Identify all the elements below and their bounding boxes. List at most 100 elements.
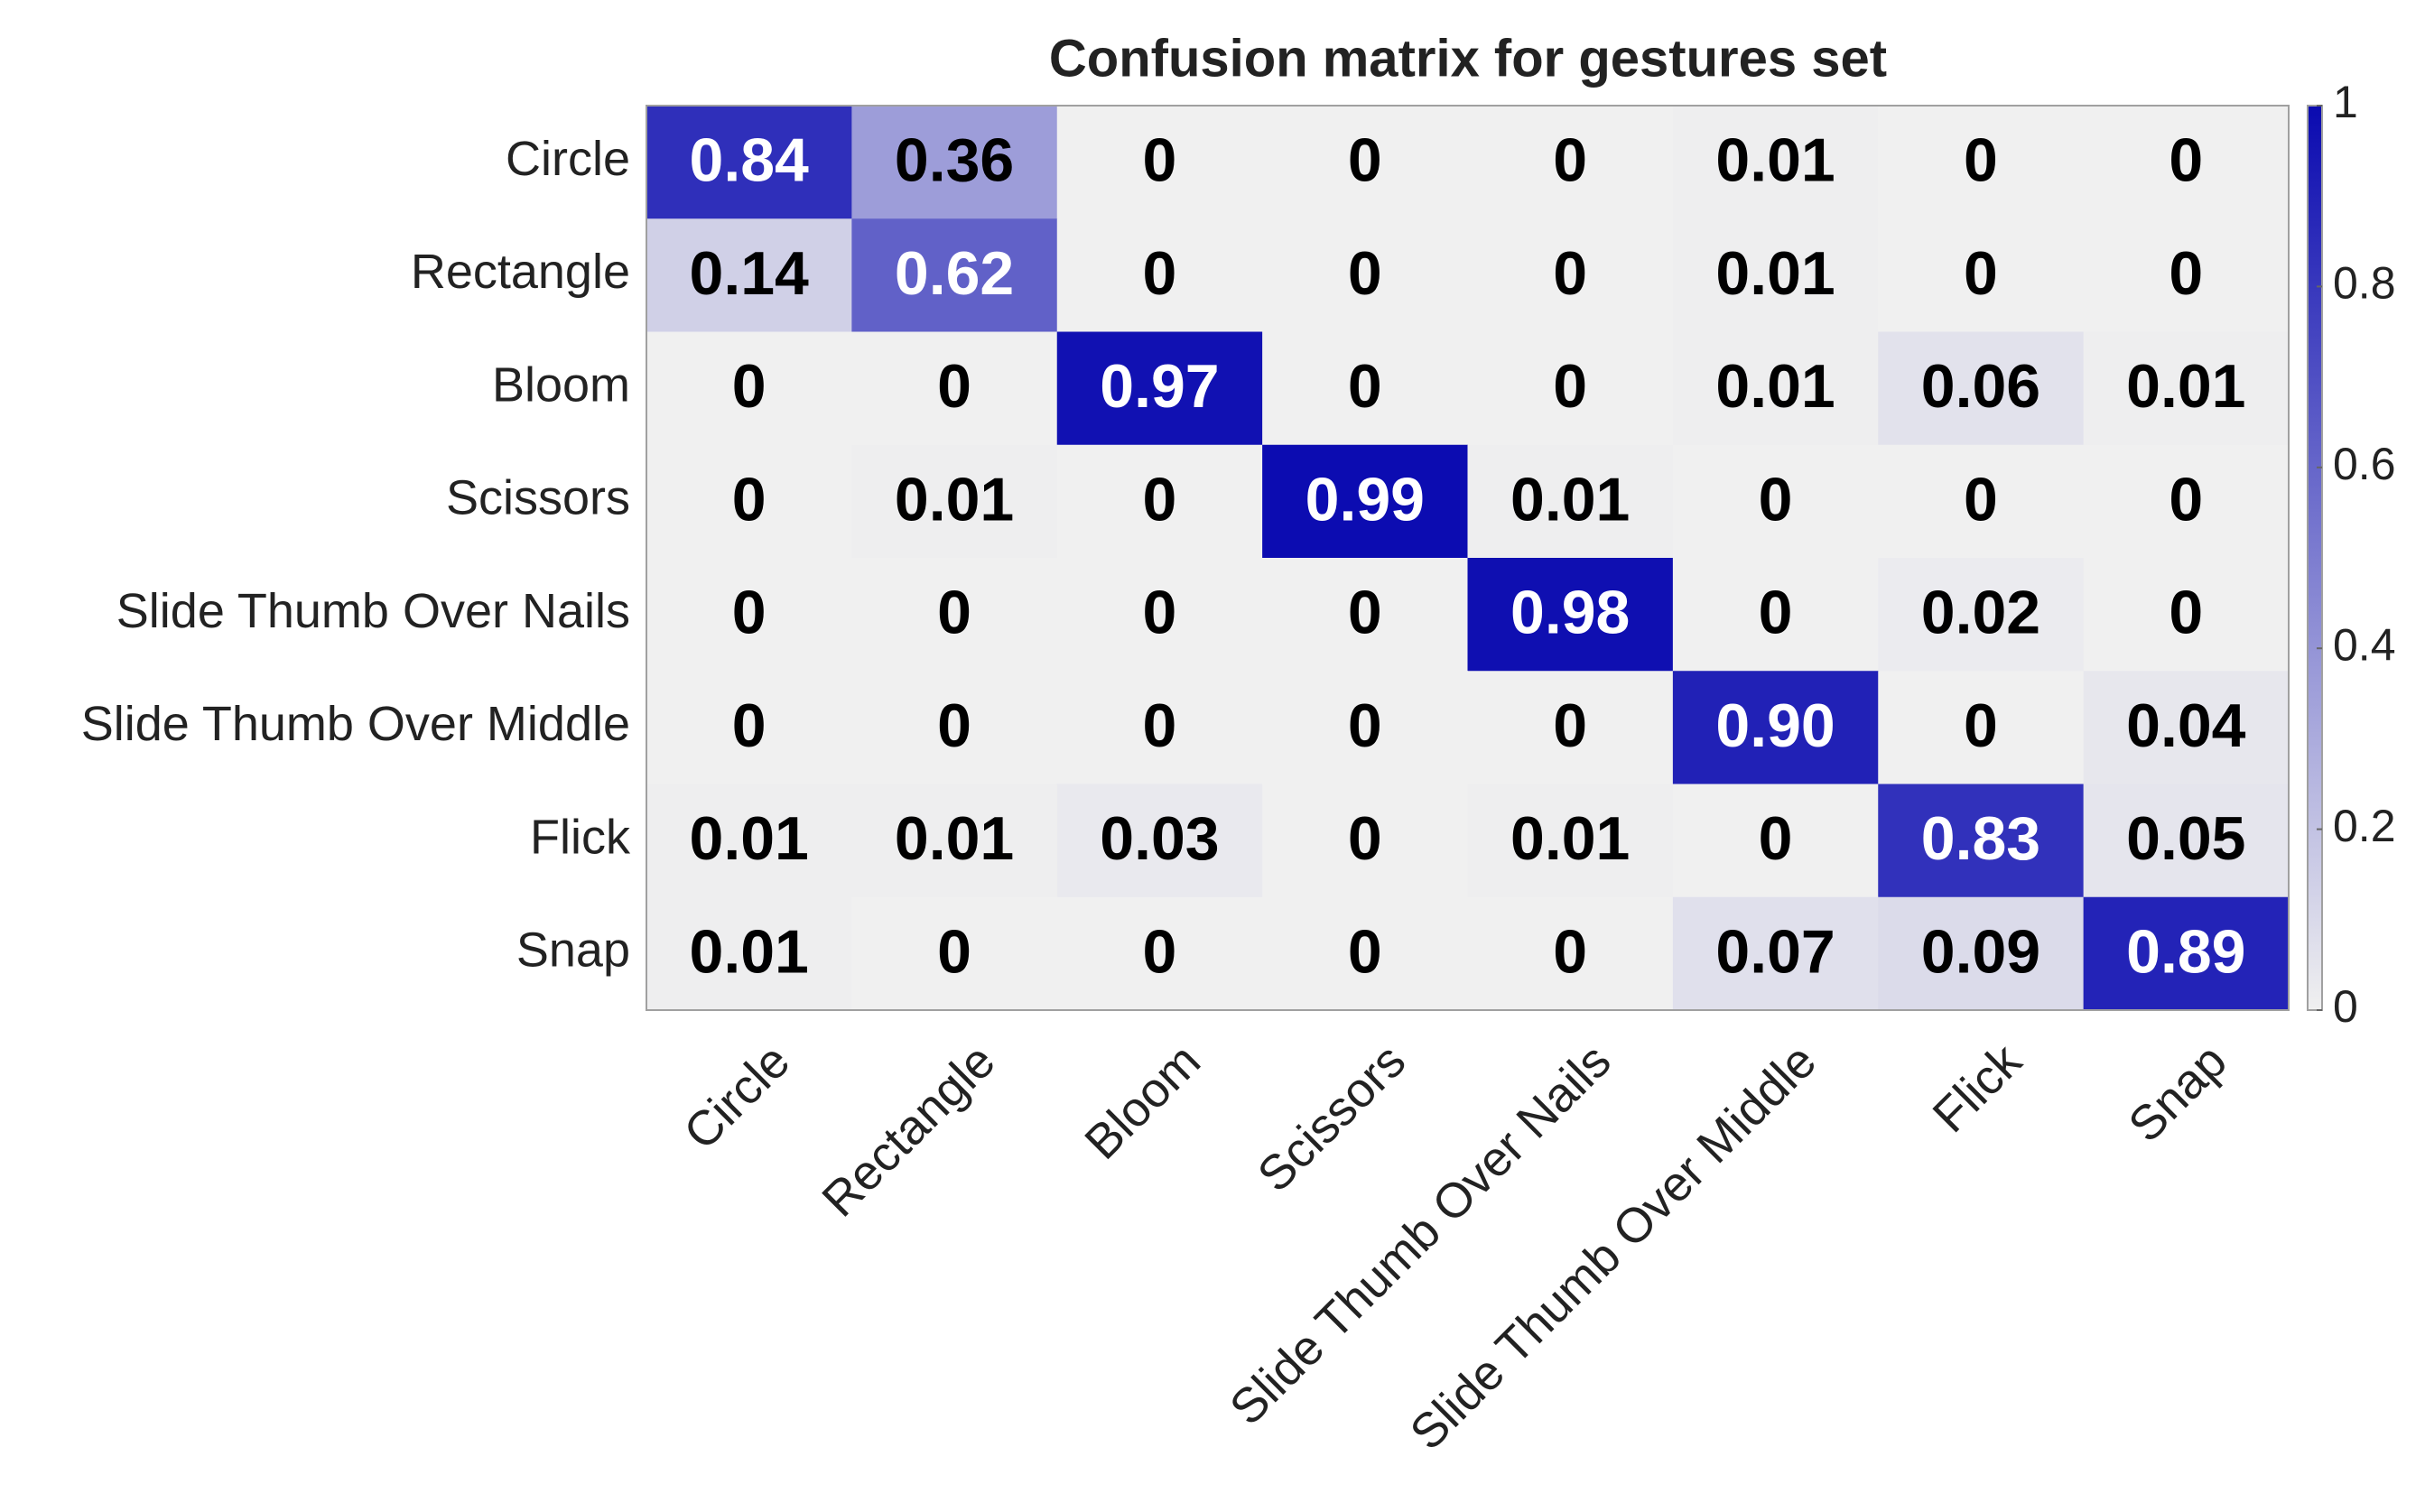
colorbar-tick-label: 0.4 [2333, 619, 2396, 670]
cell-label: 0.04 [2126, 691, 2246, 760]
cell [1262, 218, 1468, 332]
cell-label: 0 [732, 465, 767, 533]
cell [851, 784, 1058, 898]
cell [646, 331, 852, 446]
colorbar-tick-label: 0 [2333, 981, 2358, 1032]
x-tick-label: Snap [2118, 1034, 2237, 1153]
cell-label: 0.14 [690, 239, 810, 308]
y-tick-label: Flick [530, 810, 631, 864]
cell-label: 0 [1348, 239, 1382, 308]
cell [1262, 784, 1468, 898]
cell [851, 444, 1058, 559]
cell-label: 0.02 [1921, 579, 2040, 647]
cell [1262, 896, 1468, 1011]
cell-label: 0.89 [2126, 917, 2245, 986]
cell-label: 0 [1553, 239, 1587, 308]
cell [1672, 671, 1879, 784]
cell [1672, 558, 1879, 672]
cell [646, 784, 852, 898]
colorbar-tick-label: 0.6 [2333, 439, 2396, 489]
cell [1672, 106, 1879, 219]
cell [1262, 671, 1468, 784]
cell-label: 0 [1143, 917, 1177, 986]
y-tick-label: Bloom [492, 357, 630, 412]
cell-label: 0.07 [1715, 917, 1835, 986]
cell-label: 0 [1348, 579, 1382, 647]
cell-label: 0 [937, 917, 971, 986]
cell-label: 0.01 [690, 917, 809, 986]
cell [1467, 331, 1674, 446]
cell-label: 0 [1348, 691, 1382, 760]
cell [1467, 444, 1674, 559]
cell [1056, 106, 1263, 219]
cell [1056, 331, 1263, 446]
cell-label: 0 [1348, 917, 1382, 986]
cell-label: 0.01 [690, 804, 809, 873]
x-tick-label: Circle [674, 1034, 800, 1160]
cell [1467, 218, 1674, 332]
chart-title: Confusion matrix for gestures set [1049, 29, 1887, 88]
cell [1262, 106, 1468, 219]
cell [1467, 106, 1674, 219]
cell [1672, 784, 1879, 898]
cell-label: 0 [1348, 804, 1382, 873]
cell-label: 0.01 [1715, 239, 1835, 308]
y-tick-label: Rectangle [411, 245, 630, 299]
x-tick-label: Rectangle [812, 1034, 1005, 1227]
cell [1467, 784, 1674, 898]
cell [1262, 558, 1468, 672]
cell [1467, 896, 1674, 1011]
cell-label: 0 [1553, 691, 1587, 760]
cell-label: 0 [1143, 465, 1177, 533]
cell [1672, 218, 1879, 332]
cell-label: 0 [732, 352, 767, 421]
cell [851, 331, 1058, 446]
x-tick-label: Slide Thumb Over Nails [1220, 1034, 1621, 1435]
plot-frame [646, 105, 2290, 1011]
cell-label: 0.84 [690, 126, 810, 195]
cell-label: 0 [1143, 126, 1177, 195]
cell [1878, 331, 2085, 446]
cell [2083, 671, 2290, 784]
cell [1878, 558, 2085, 672]
cell-label: 0.98 [1510, 579, 1630, 647]
cell [851, 106, 1058, 219]
x-tick-label: Bloom [1074, 1034, 1211, 1170]
cell [1262, 331, 1468, 446]
y-tick-label: Scissors [446, 471, 630, 525]
cell-label: 0.83 [1921, 804, 2040, 873]
x-tick-label: Scissors [1248, 1034, 1417, 1202]
cell-label: 0 [1143, 239, 1177, 308]
cell-label: 0 [732, 579, 767, 647]
cell-label: 0 [1553, 126, 1587, 195]
cell [646, 671, 852, 784]
cell [851, 558, 1058, 672]
cell-label: 0.97 [1100, 352, 1219, 421]
cell-label: 0 [1759, 465, 1793, 533]
cell-label: 0 [2169, 579, 2203, 647]
cell [2083, 331, 2290, 446]
cell-label: 0.06 [1921, 352, 2040, 421]
colorbar-tick-label: 1 [2333, 77, 2358, 127]
cell [1672, 896, 1879, 1011]
cell-label: 0 [1964, 126, 1998, 195]
x-tick-label: Flick [1923, 1033, 2033, 1143]
cell [2083, 106, 2290, 219]
cell-label: 0.01 [1510, 465, 1630, 533]
cell [2083, 444, 2290, 559]
cell-label: 0 [937, 691, 971, 760]
cell [1878, 671, 2085, 784]
cell-label: 0 [1553, 352, 1587, 421]
cell [646, 444, 852, 559]
cell [1056, 671, 1263, 784]
cell [1056, 784, 1263, 898]
cell [1878, 896, 2085, 1011]
cell [1056, 896, 1263, 1011]
cell-label: 0 [1348, 126, 1382, 195]
cell-label: 0.01 [2126, 352, 2245, 421]
y-tick-label: Circle [506, 132, 630, 186]
cell-label: 0.62 [895, 239, 1014, 308]
cell [851, 671, 1058, 784]
